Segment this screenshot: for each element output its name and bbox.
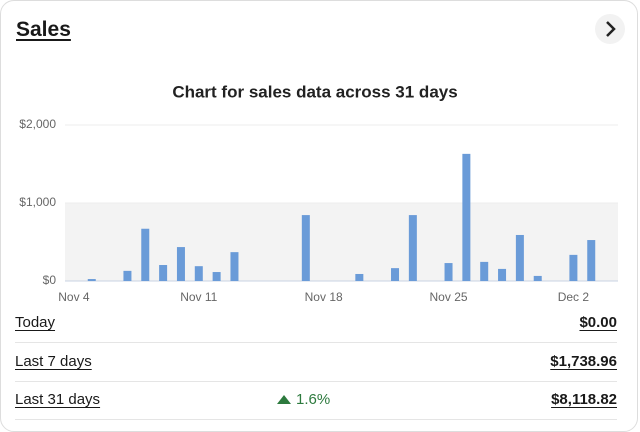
bar	[194, 266, 203, 281]
summary-row: Today $0.00	[15, 304, 617, 343]
bar	[391, 268, 400, 281]
bar	[480, 261, 489, 281]
chart: Chart for sales data across 31 days $0 $1…	[19, 82, 618, 304]
bar	[408, 215, 417, 281]
bar	[87, 279, 96, 281]
y-tick-label: $1,000	[19, 195, 56, 209]
bar	[498, 268, 507, 281]
x-tick-label: Nov 4	[58, 290, 90, 304]
row-label[interactable]: Last 7 days	[15, 353, 92, 370]
bar	[515, 234, 524, 281]
chevron-icon	[606, 21, 616, 37]
summary-row: Last 7 days $1,738.96	[15, 343, 617, 382]
bar	[176, 247, 185, 281]
bar	[212, 272, 221, 281]
bar	[230, 252, 239, 281]
bar	[301, 215, 310, 281]
up-arrow	[277, 395, 291, 404]
y-tick-label: $2,000	[19, 117, 56, 131]
bar	[123, 270, 132, 281]
bar	[444, 263, 453, 281]
change-value: 1.6%	[296, 391, 331, 408]
row-label[interactable]: Today	[15, 314, 56, 331]
x-tick-label: Nov 11	[180, 290, 217, 304]
x-tick-label: Dec 2	[558, 290, 590, 304]
summary-row: Last 31 days 1.6% $8,118.82	[15, 381, 617, 420]
row-amount[interactable]: $8,118.82	[551, 391, 617, 408]
open-button[interactable]	[595, 14, 625, 44]
bar	[141, 228, 150, 281]
bar	[355, 273, 364, 281]
y-tick-label: $0	[43, 273, 57, 287]
bar	[569, 254, 578, 281]
x-tick-label: Nov 25	[430, 290, 468, 304]
bar	[533, 275, 542, 281]
row-label[interactable]: Last 31 days	[15, 391, 101, 408]
row-amount[interactable]: $1,738.96	[550, 353, 617, 370]
row-amount[interactable]: $0.00	[579, 314, 617, 331]
x-tick-label: Nov 18	[305, 290, 343, 304]
plot-band	[65, 203, 618, 281]
chart-title: Chart for sales data across 31 days	[172, 82, 457, 101]
bar	[159, 265, 168, 281]
card-title[interactable]: Sales	[16, 18, 71, 41]
bar	[587, 240, 596, 281]
bar	[462, 153, 471, 281]
change: 1.6%	[277, 391, 330, 408]
